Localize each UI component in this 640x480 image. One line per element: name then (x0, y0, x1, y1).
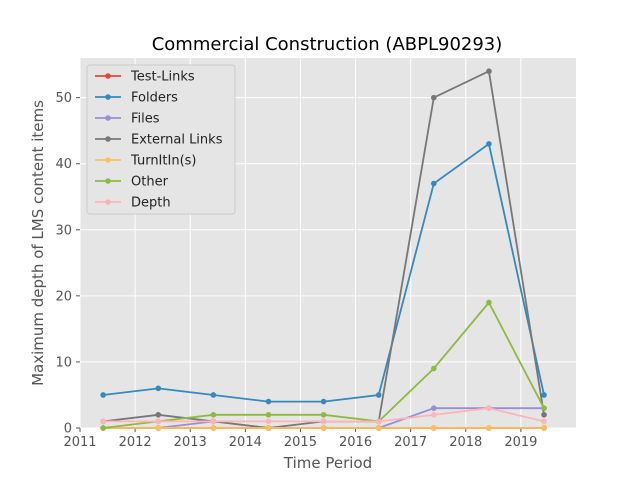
data-point-turnitin-s (320, 425, 327, 431)
legend: Test-Links Folders Files External Links Turn… (86, 64, 236, 215)
data-point-folders (486, 141, 492, 147)
legend-marker-files (105, 115, 111, 121)
data-point-folders (210, 392, 217, 398)
x-tick-label: 2012 (119, 435, 152, 450)
data-point-depth (375, 418, 382, 425)
data-point-depth (486, 405, 492, 411)
data-point-depth (541, 418, 547, 425)
legend-label-depth: Depth (131, 196, 171, 211)
data-point-folders (265, 398, 272, 405)
y-tick-label: 50 (55, 91, 72, 106)
data-point-folders (431, 180, 437, 187)
legend-label-test-links: Test-Links (130, 70, 195, 85)
data-point-external-links (155, 411, 162, 418)
data-point-external-links (486, 68, 492, 75)
legend-label-turnitin-s: TurnItIn(s) (130, 154, 196, 169)
y-axis-ticks: 0 10 20 30 40 50 (55, 91, 80, 437)
data-point-other (100, 425, 106, 431)
x-tick-label: 2017 (394, 435, 427, 450)
y-axis-label: Maximum depth of LMS content items (29, 100, 47, 386)
data-point-external-links (541, 411, 547, 418)
x-tick-label: 2013 (174, 435, 207, 450)
data-point-depth (320, 418, 327, 425)
data-point-other (486, 299, 492, 306)
data-point-folders (100, 392, 106, 398)
data-point-folders (375, 392, 382, 398)
data-point-turnitin-s (155, 425, 162, 431)
data-point-external-links (431, 94, 437, 101)
legend-marker-depth (105, 199, 111, 205)
legend-label-other: Other (131, 175, 169, 190)
data-point-turnitin-s (210, 425, 217, 431)
data-point-turnitin-s (375, 425, 382, 431)
data-point-folders (541, 392, 547, 398)
x-axis-label: Time Period (283, 454, 372, 472)
x-tick-label: 2019 (504, 435, 537, 450)
data-point-other (431, 365, 437, 372)
legend-marker-test-links (105, 73, 111, 79)
legend-marker-turnitin-s (105, 157, 111, 163)
legend-label-folders: Folders (131, 91, 178, 106)
data-point-other (210, 411, 217, 418)
x-axis-ticks: 2011 2012 2013 2014 2015 2016 2017 2018 2019 (63, 428, 537, 450)
x-tick-label: 2016 (339, 435, 372, 450)
legend-marker-folders (105, 94, 111, 100)
data-point-folders (320, 398, 327, 405)
legend-box (86, 64, 236, 215)
legend-label-external-links: External Links (131, 133, 223, 148)
legend-label-files: Files (131, 112, 160, 127)
data-point-other (541, 405, 547, 411)
legend-marker-other (105, 178, 111, 184)
data-point-depth (210, 418, 217, 425)
y-tick-label: 40 (55, 157, 72, 172)
data-point-turnitin-s (265, 425, 272, 431)
x-tick-label: 2018 (449, 435, 482, 450)
series-lines (100, 68, 547, 431)
data-point-turnitin-s (486, 425, 492, 431)
y-tick-label: 20 (55, 289, 72, 304)
data-point-turnitin-s (431, 425, 437, 431)
data-point-other (265, 411, 272, 418)
x-tick-label: 2014 (229, 435, 262, 450)
data-point-folders (155, 385, 162, 392)
data-point-turnitin-s (541, 425, 547, 431)
data-point-other (320, 411, 327, 418)
data-point-depth (155, 418, 162, 425)
y-tick-label: 0 (64, 422, 72, 437)
data-point-depth (265, 418, 272, 425)
x-tick-label: 2015 (284, 435, 317, 450)
y-tick-label: 10 (55, 355, 72, 370)
chart-title: Commercial Construction (ABPL90293) (152, 34, 503, 55)
data-point-depth (431, 411, 437, 418)
data-point-files (431, 405, 437, 411)
legend-marker-external-links (105, 136, 111, 142)
data-point-depth (100, 418, 106, 425)
x-tick-label: 2011 (63, 435, 96, 450)
y-tick-label: 30 (55, 223, 72, 238)
